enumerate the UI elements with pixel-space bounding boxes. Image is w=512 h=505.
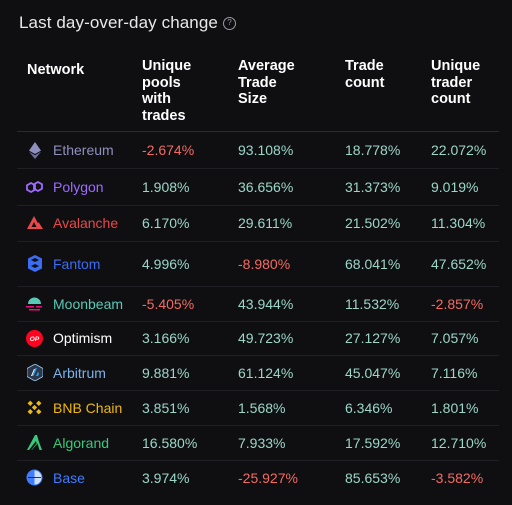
unique-pools-value: 4.996% (142, 255, 190, 272)
header-line: pools (142, 74, 181, 91)
table-divider (17, 131, 499, 132)
header-unique-pools[interactable]: Unique pools with trades (142, 58, 222, 124)
avalanche-icon (26, 215, 43, 232)
header-line: trades (142, 107, 186, 124)
fantom-icon (26, 255, 43, 272)
trade-count-value: 11.532% (345, 295, 400, 312)
unique-pools-value: 3.851% (142, 399, 190, 416)
header-line: trader (431, 74, 473, 91)
header-line: Unique (431, 58, 481, 74)
unique-trader-count-value: 7.116% (431, 364, 478, 381)
network-name: BNB Chain (53, 399, 123, 416)
trade-count-value: 18.778% (345, 142, 401, 158)
table-row[interactable]: Moonbeam -5.405% 43.944% 11.532% -2.857% (17, 286, 499, 322)
table-row[interactable]: Arbitrum 9.881% 61.124% 45.047% 7.116% (17, 355, 499, 391)
unique-trader-count-value: -3.582% (431, 469, 484, 486)
network-name: Algorand (53, 434, 110, 451)
header-line: count (345, 74, 385, 91)
unique-pools-value: 3.974% (142, 469, 190, 486)
panel-title: Last day-over-day change (19, 13, 218, 32)
average-trade-size-value: 29.611% (238, 215, 293, 231)
average-trade-size-value: 61.124% (238, 364, 294, 381)
network-name: Polygon (53, 178, 104, 195)
trade-count-value: 27.127% (345, 330, 401, 346)
arbitrum-icon (26, 364, 43, 381)
network-name: Moonbeam (53, 295, 124, 312)
header-line: Unique (142, 58, 192, 74)
trade-count-value: 68.041% (345, 255, 401, 272)
unique-pools-value: -2.674% (142, 142, 195, 158)
unique-pools-value: 6.170% (142, 215, 190, 231)
optimism-icon: OP (26, 329, 43, 347)
trade-count-value: 17.592% (345, 434, 401, 451)
average-trade-size-value: 93.108% (238, 142, 294, 158)
average-trade-size-value: 49.723% (238, 330, 294, 346)
average-trade-size-value: 43.944% (238, 295, 294, 312)
average-trade-size-value: 7.933% (238, 434, 286, 451)
header-network-label: Network (27, 62, 85, 78)
bnb-chain-icon (26, 399, 43, 416)
unique-pools-value: 1.908% (142, 178, 190, 195)
trade-count-value: 21.502% (345, 215, 401, 231)
unique-pools-value: 3.166% (142, 330, 190, 346)
unique-trader-count-value: 7.057% (431, 330, 479, 346)
average-trade-size-value: 36.656% (238, 178, 294, 195)
header-average-trade-size[interactable]: Average Trade Size (238, 58, 328, 108)
header-line: with (142, 91, 171, 107)
header-network[interactable]: Network (27, 62, 84, 79)
network-name: Optimism (53, 330, 113, 346)
header-line: count (431, 91, 471, 107)
table-row[interactable]: Ethereum -2.674% 93.108% 18.778% 22.072% (17, 132, 499, 169)
network-name: Base (53, 469, 85, 486)
help-icon[interactable]: ? (222, 16, 236, 30)
unique-pools-value: -5.405% (142, 295, 195, 312)
network-name: Fantom (53, 255, 101, 272)
base-icon (26, 469, 43, 486)
unique-pools-value: 9.881% (142, 364, 190, 381)
header-line: Average (238, 58, 295, 74)
unique-trader-count-value: 47.652% (431, 255, 487, 272)
table-row[interactable]: OP Optimism 3.166% 49.723% 27.127% 7.057% (17, 321, 499, 356)
unique-trader-count-value: 22.072% (431, 142, 487, 158)
average-trade-size-value: -8.980% (238, 255, 291, 272)
network-name: Avalanche (53, 215, 119, 231)
unique-pools-value: 16.580% (142, 434, 198, 451)
table-row[interactable]: Fantom 4.996% -8.980% 68.041% 47.652% (17, 241, 499, 287)
trade-count-value: 45.047% (345, 364, 401, 381)
table-row[interactable]: Base 3.974% -25.927% 85.653% -3.582% (17, 460, 499, 495)
table-row[interactable]: Avalanche 6.170% 29.611% 21.502% 11.304% (17, 205, 499, 242)
table-row[interactable]: BNB Chain 3.851% 1.568% 6.346% 1.801% (17, 390, 499, 426)
table-row[interactable]: Algorand 16.580% 7.933% 17.592% 12.710% (17, 425, 499, 461)
trade-count-value: 31.373% (345, 178, 401, 195)
header-line: Trade (238, 74, 277, 91)
moonbeam-icon (26, 295, 43, 312)
table-row[interactable]: Polygon 1.908% 36.656% 31.373% 9.019% (17, 168, 499, 206)
unique-trader-count-value: 12.710% (431, 434, 487, 451)
header-line: Size (238, 91, 268, 107)
unique-trader-count-value: -2.857% (431, 295, 484, 312)
header-unique-trader-count[interactable]: Unique trader count (431, 58, 501, 108)
average-trade-size-value: -25.927% (238, 469, 298, 486)
unique-trader-count-value: 11.304% (431, 215, 486, 231)
trade-count-value: 6.346% (345, 399, 393, 416)
network-name: Ethereum (53, 142, 114, 158)
header-trade-count[interactable]: Trade count (345, 58, 415, 91)
average-trade-size-value: 1.568% (238, 399, 286, 416)
algorand-icon (26, 434, 43, 451)
svg-text:OP: OP (30, 336, 40, 343)
polygon-icon (26, 178, 43, 195)
title-row: Last day-over-day change ? (19, 13, 236, 33)
trade-count-value: 85.653% (345, 469, 401, 486)
ethereum-icon (26, 141, 43, 159)
network-name: Arbitrum (53, 364, 106, 381)
unique-trader-count-value: 9.019% (431, 178, 479, 195)
unique-trader-count-value: 1.801% (431, 399, 479, 416)
header-line: Trade (345, 58, 384, 74)
